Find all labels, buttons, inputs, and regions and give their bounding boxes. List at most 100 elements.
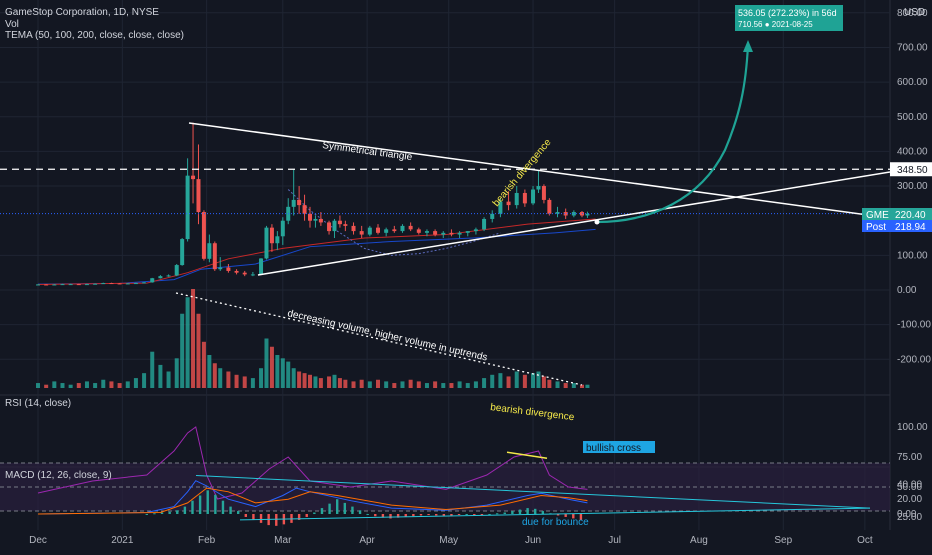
x-tick-label: Jul bbox=[608, 535, 621, 546]
volume-bar bbox=[109, 381, 114, 388]
candle-body bbox=[351, 225, 356, 232]
volume-bar bbox=[234, 374, 239, 388]
macd-histogram-bar bbox=[305, 514, 308, 517]
macd-histogram-bar bbox=[236, 511, 240, 514]
x-tick-label: Sep bbox=[774, 535, 792, 546]
candle-body bbox=[269, 227, 274, 244]
candle-body bbox=[522, 192, 527, 204]
volume-bar bbox=[473, 381, 478, 388]
volume-bar bbox=[259, 368, 264, 388]
bullish-cross-label: bullish cross bbox=[586, 443, 641, 454]
candle-body bbox=[52, 284, 57, 286]
macd-histogram-bar bbox=[450, 514, 453, 516]
volume-bar bbox=[185, 297, 190, 388]
tema-200-line bbox=[37, 228, 596, 285]
rsi-tick-label: 25.00 bbox=[897, 512, 922, 523]
candle-body bbox=[441, 232, 446, 235]
macd-histogram-bar bbox=[328, 503, 331, 514]
rsi-tick-label: 75.00 bbox=[897, 452, 922, 463]
gme-tag-label: GME bbox=[866, 210, 889, 221]
x-tick-label: Mar bbox=[274, 535, 292, 546]
volume-bar bbox=[191, 289, 196, 388]
post-tag-value: 218.94 bbox=[895, 222, 926, 233]
candle-body bbox=[212, 243, 217, 270]
candle-body bbox=[359, 231, 364, 235]
post-tag-label: Post bbox=[866, 222, 886, 233]
macd-histogram-bar bbox=[366, 514, 369, 515]
macd-histogram-bar bbox=[229, 506, 232, 514]
macd-histogram-bar bbox=[176, 510, 179, 514]
candle-body bbox=[158, 276, 163, 279]
resistance-tag-text: 348.50 bbox=[897, 165, 928, 176]
x-tick-label: Aug bbox=[690, 535, 708, 546]
macd-histogram-bar bbox=[427, 514, 430, 515]
volume-bar bbox=[580, 384, 584, 388]
tema-100-line bbox=[37, 218, 596, 285]
volume-bar bbox=[180, 313, 185, 388]
volume-bar bbox=[36, 383, 40, 388]
macd-histogram-bar bbox=[564, 514, 567, 517]
volume-bar bbox=[400, 381, 405, 388]
volume-bar bbox=[207, 355, 212, 388]
candle-body bbox=[191, 175, 196, 180]
volume-bar bbox=[541, 376, 546, 388]
volume-bar bbox=[367, 381, 372, 388]
volume-bar bbox=[457, 381, 462, 388]
candle-body bbox=[585, 213, 590, 216]
candle-body bbox=[125, 283, 130, 285]
macd-histogram-bar bbox=[412, 514, 415, 517]
candle-body bbox=[318, 218, 323, 223]
price-tick-label: -100.00 bbox=[897, 320, 931, 331]
macd-histogram-bar bbox=[168, 511, 171, 514]
candle-body bbox=[280, 220, 285, 237]
candle-body bbox=[226, 267, 231, 271]
macd-histogram-bar bbox=[556, 514, 560, 516]
macd-histogram-bar bbox=[183, 506, 187, 514]
volume-bar bbox=[52, 381, 57, 388]
macd-histogram-bar bbox=[442, 514, 446, 517]
candle-body bbox=[541, 186, 546, 200]
macd-histogram-bar bbox=[214, 494, 217, 514]
volume-bar bbox=[44, 384, 49, 388]
rsi-line bbox=[37, 426, 588, 500]
tema-50-line bbox=[287, 189, 501, 256]
macd-histogram-bar bbox=[457, 514, 461, 515]
volume-bar bbox=[242, 376, 247, 388]
gme-tag-value: 220.40 bbox=[895, 210, 926, 221]
volume-bar bbox=[269, 346, 274, 388]
candle-body bbox=[101, 283, 106, 285]
x-tick-label: Apr bbox=[359, 535, 375, 546]
volume-bar bbox=[514, 371, 519, 388]
macd-histogram-bar bbox=[511, 511, 514, 514]
volume-bar bbox=[506, 376, 511, 388]
macd-tick-label: 40.00 bbox=[897, 479, 922, 490]
symbol-title: GameStop Corporation, 1D, NYSE bbox=[5, 7, 159, 18]
x-tick-label: May bbox=[439, 535, 458, 546]
candle-body bbox=[308, 213, 312, 221]
macd-tick-label: 20.00 bbox=[897, 494, 922, 505]
macd-histogram-bar bbox=[145, 514, 148, 515]
bullish-cross-box bbox=[583, 441, 655, 453]
macd-histogram-bar bbox=[572, 514, 575, 519]
triangle-upper-line bbox=[188, 122, 891, 219]
volume-bar bbox=[337, 378, 342, 388]
price-tick-label: 0.00 bbox=[897, 285, 917, 296]
candle-body bbox=[332, 220, 337, 232]
volume-bar bbox=[465, 383, 470, 388]
macd-histogram-bar bbox=[351, 506, 354, 514]
macd-histogram-bar bbox=[435, 514, 438, 516]
candle-body bbox=[259, 258, 264, 275]
volume-trend-line bbox=[175, 292, 583, 386]
projection-curve bbox=[596, 44, 750, 224]
macd-histogram-bar bbox=[396, 514, 400, 518]
macd-histogram-bar bbox=[336, 499, 339, 514]
candle-body bbox=[313, 218, 318, 221]
volume-bar bbox=[449, 383, 454, 388]
macd-histogram-bar bbox=[488, 514, 491, 515]
candle-body bbox=[400, 225, 405, 232]
volume-bar bbox=[174, 358, 179, 388]
macd-histogram-bar bbox=[579, 514, 583, 520]
macd-line bbox=[37, 480, 588, 515]
